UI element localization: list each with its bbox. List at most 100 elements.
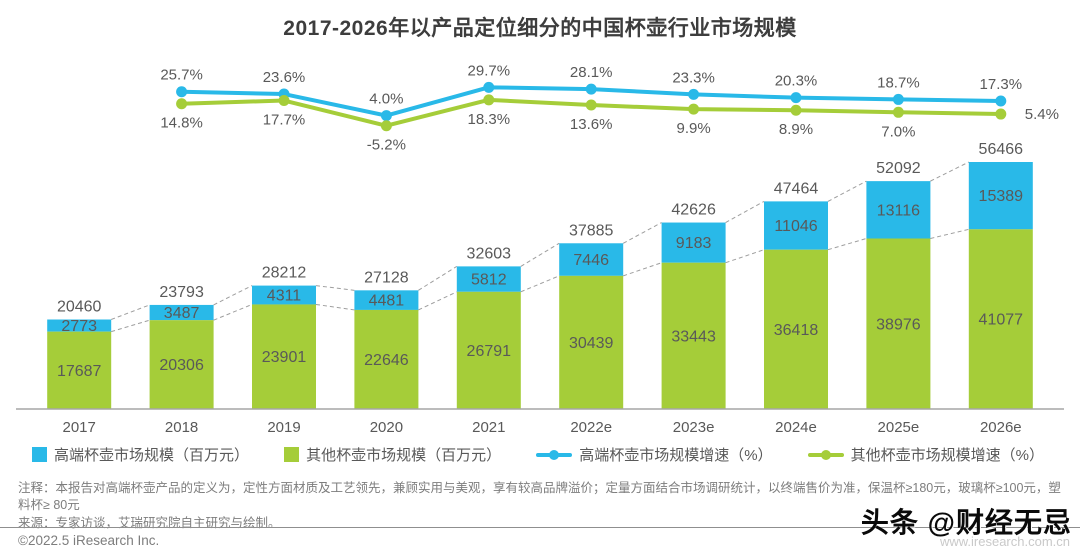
legend-label-other-growth: 其他杯壶市场规模增速（%） bbox=[850, 447, 1044, 464]
watermark: 头条 @财经无忌 www.iresearch.com.cn bbox=[861, 501, 1072, 549]
bar-other-2023e bbox=[661, 262, 726, 409]
bar-highend-2022e bbox=[559, 243, 624, 276]
highend-value-label: 15389 bbox=[979, 188, 1024, 205]
bar-highend-2023e bbox=[661, 222, 726, 263]
other-value-label: 41077 bbox=[979, 312, 1024, 329]
note-source: 来源：专家访谈，艾瑞研究院自主研究与绘制。 bbox=[18, 515, 281, 530]
total-label: 56466 bbox=[979, 141, 1024, 158]
other-growth-point bbox=[176, 98, 188, 110]
legend-item-highend-growth: 高端杯壶市场规模增速（%） bbox=[536, 444, 773, 465]
other-line-marker-icon bbox=[807, 449, 844, 461]
highend-growth-label: 28.1% bbox=[570, 64, 613, 81]
dashed-connector bbox=[418, 291, 458, 311]
bar-other-2026e bbox=[968, 229, 1033, 409]
highend-bar-swatch-icon bbox=[32, 447, 47, 462]
x-tick-label: 2017 bbox=[63, 419, 96, 436]
other-growth-label: 8.9% bbox=[779, 121, 813, 138]
x-tick-label: 2022e bbox=[570, 419, 612, 436]
bar-other-2017 bbox=[47, 331, 112, 409]
bar-highend-2020 bbox=[354, 290, 419, 310]
x-tick-label: 2019 bbox=[267, 419, 300, 436]
bar-other-2022e bbox=[559, 275, 624, 409]
highend-growth-label: 29.7% bbox=[468, 62, 511, 79]
highend-growth-label: 17.3% bbox=[980, 76, 1023, 93]
bar-highend-2024e bbox=[764, 201, 828, 250]
other-growth-point bbox=[585, 99, 597, 111]
bar-other-2025e bbox=[866, 238, 931, 409]
other-growth-point bbox=[278, 95, 290, 107]
other-growth-point bbox=[995, 108, 1007, 120]
highend-value-label: 13116 bbox=[877, 202, 920, 219]
highend-growth-label: 25.7% bbox=[160, 67, 203, 84]
bar-other-2020 bbox=[354, 309, 419, 409]
total-label: 47464 bbox=[774, 180, 819, 197]
x-tick-label: 2021 bbox=[472, 419, 505, 436]
other-value-label: 30439 bbox=[569, 335, 614, 352]
market-size-combo-chart: 20460 2773 17687 2017 23793 3487 20306 2018 2821… bbox=[16, 62, 1064, 436]
x-tick-label: 2020 bbox=[370, 419, 403, 436]
bar-other-2018 bbox=[149, 320, 214, 409]
legend-label-other-bar: 其他杯壶市场规模（百万元） bbox=[306, 447, 502, 464]
dashed-connector bbox=[520, 242, 560, 267]
x-tick-label: 2025e bbox=[878, 419, 920, 436]
other-growth-label: 7.0% bbox=[881, 123, 915, 140]
watermark-handle: 头条 @财经无忌 bbox=[860, 507, 1072, 538]
total-label: 28212 bbox=[262, 265, 307, 282]
total-label: 20460 bbox=[57, 299, 102, 316]
dashed-connector bbox=[520, 275, 560, 293]
highend-value-label: 7446 bbox=[573, 252, 609, 269]
legend-item-other-growth: 其他杯壶市场规模增速（%） bbox=[807, 444, 1044, 465]
footer-divider bbox=[0, 527, 1080, 528]
highend-growth-label: 23.3% bbox=[672, 69, 715, 86]
other-value-label: 17687 bbox=[57, 363, 102, 380]
dashed-connector bbox=[315, 285, 355, 291]
highend-growth-point bbox=[483, 81, 495, 93]
highend-growth-point bbox=[176, 86, 188, 98]
dashed-connector bbox=[930, 161, 970, 182]
other-value-label: 38976 bbox=[876, 316, 921, 333]
other-growth-point bbox=[892, 106, 904, 118]
dashed-connector bbox=[725, 200, 765, 223]
highend-value-label: 5812 bbox=[471, 272, 507, 289]
dashed-connector bbox=[622, 222, 662, 244]
total-label: 37885 bbox=[569, 222, 614, 239]
legend-label-highend-bar: 高端杯壶市场规模（百万元） bbox=[54, 447, 250, 464]
other-growth-label: -5.2% bbox=[367, 137, 406, 154]
other-value-label: 33443 bbox=[671, 328, 716, 345]
bar-highend-2018 bbox=[149, 304, 214, 321]
other-value-label: 22646 bbox=[364, 352, 409, 369]
other-value-label: 36418 bbox=[774, 322, 819, 339]
x-tick-label: 2023e bbox=[673, 419, 715, 436]
highend-growth-point bbox=[688, 88, 700, 100]
other-growth-label: 18.3% bbox=[468, 111, 511, 128]
dashed-connector bbox=[827, 238, 867, 251]
highend-value-label: 9183 bbox=[676, 235, 712, 252]
highend-growth-label: 4.0% bbox=[369, 91, 403, 108]
total-label: 23793 bbox=[159, 284, 204, 301]
other-bar-swatch-icon bbox=[284, 447, 300, 462]
highend-growth-label: 23.6% bbox=[263, 69, 306, 86]
bar-other-2021 bbox=[456, 291, 521, 409]
legend-item-other-bar: 其他杯壶市场规模（百万元） bbox=[284, 444, 501, 465]
other-growth-label: 9.9% bbox=[676, 120, 710, 137]
highend-growth-point bbox=[892, 93, 904, 105]
legend: 高端杯壶市场规模（百万元） 其他杯壶市场规模（百万元） 高端杯壶市场规模增速（%… bbox=[32, 444, 1044, 465]
other-growth-label: 5.4% bbox=[1025, 106, 1059, 123]
highend-growth-point bbox=[790, 92, 802, 104]
other-growth-point bbox=[483, 94, 495, 106]
other-value-label: 23901 bbox=[262, 349, 307, 366]
dashed-connector bbox=[418, 265, 458, 291]
dashed-connector bbox=[827, 180, 867, 202]
x-tick-label: 2026e bbox=[980, 419, 1022, 436]
total-label: 32603 bbox=[467, 245, 512, 262]
highend-growth-label: 18.7% bbox=[877, 74, 920, 91]
legend-label-highend-growth: 高端杯壶市场规模增速（%） bbox=[579, 447, 773, 464]
bar-highend-2021 bbox=[456, 266, 521, 292]
highend-value-label: 4481 bbox=[369, 293, 405, 310]
other-growth-label: 14.8% bbox=[160, 115, 203, 132]
other-growth-point bbox=[688, 103, 700, 115]
bar-highend-2017 bbox=[47, 319, 112, 332]
x-tick-label: 2024e bbox=[775, 419, 817, 436]
watermark-url: www.iresearch.com.cn bbox=[939, 534, 1070, 549]
dashed-connector bbox=[213, 303, 253, 321]
